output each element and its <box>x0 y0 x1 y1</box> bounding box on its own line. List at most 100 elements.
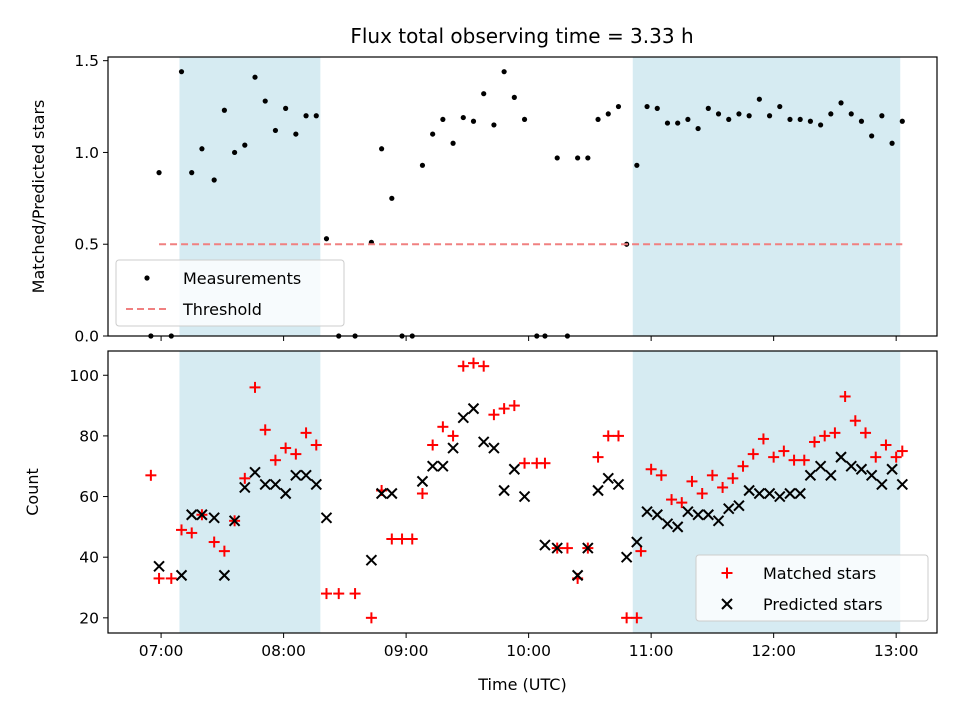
x-stroke <box>702 509 715 521</box>
measurement-point <box>189 170 195 176</box>
matched-star-point <box>249 381 261 393</box>
measurement-point <box>777 103 783 110</box>
top-y-axis-label: Matched/Predicted stars <box>29 100 48 294</box>
measurement-point <box>460 114 466 121</box>
measurement-point <box>379 146 385 152</box>
x-stroke <box>508 463 521 475</box>
x-tick-label: 10:00 <box>506 642 551 660</box>
x-stroke <box>602 472 614 485</box>
matched-star-point <box>612 430 624 442</box>
matched-star-point <box>333 588 345 600</box>
predicted-star-point <box>763 487 776 500</box>
matched-star-point <box>631 612 643 624</box>
matched-star-point <box>416 488 428 500</box>
x-stroke <box>692 509 704 521</box>
x-stroke <box>239 481 251 494</box>
y-tick-label: 20 <box>79 609 99 627</box>
x-stroke <box>620 551 633 563</box>
x-stroke <box>753 487 766 500</box>
predicted-star-point <box>186 509 198 521</box>
matched-star-point <box>757 433 769 445</box>
predicted-star-point <box>498 484 510 497</box>
x-stroke <box>631 536 643 548</box>
measurement-point <box>178 69 185 75</box>
matched-star-point <box>186 527 198 539</box>
matched-star-point <box>655 469 667 481</box>
legend-label: Measurements <box>183 269 301 288</box>
matched-star-point <box>406 533 418 545</box>
x-stroke <box>416 475 429 488</box>
measurement-point <box>715 111 722 117</box>
x-tick-label: 11:00 <box>629 642 674 660</box>
x-stroke <box>279 487 292 500</box>
bottom-legend: Matched stars Predicted stars <box>695 554 929 622</box>
x-stroke <box>845 460 857 472</box>
measurement-point <box>511 94 517 100</box>
matched-star-point <box>602 430 614 442</box>
matched-star-point <box>798 454 810 466</box>
matched-star-point <box>706 469 718 481</box>
x-stroke <box>835 451 847 463</box>
matched-star-point <box>498 403 510 415</box>
x-stroke <box>763 487 776 500</box>
x-stroke <box>269 478 282 491</box>
matched-star-point <box>645 463 657 475</box>
predicted-star-point <box>702 509 715 521</box>
measurement-point <box>634 162 640 168</box>
matched-star-point <box>727 472 739 484</box>
y-tick-label: 1.5 <box>74 52 99 70</box>
x-stroke <box>896 478 908 491</box>
predicted-star-point <box>651 509 663 521</box>
x-stroke <box>743 484 755 497</box>
predicted-star-point <box>825 469 837 482</box>
measurement-point <box>595 116 601 123</box>
x-stroke <box>498 484 510 497</box>
matched-star-point <box>519 457 531 469</box>
measurement-point <box>521 116 528 123</box>
matched-star-point <box>386 533 398 545</box>
predicted-star-point <box>592 484 604 497</box>
x-stroke <box>733 499 745 512</box>
measurement-point <box>199 146 205 152</box>
matched-star-point <box>592 451 604 463</box>
matched-star-point <box>488 409 500 421</box>
predicted-star-point <box>602 472 614 485</box>
matched-star-point <box>165 572 177 584</box>
top-axes-frame <box>107 56 938 337</box>
matched-star-point <box>788 454 800 466</box>
predicted-star-point <box>855 463 868 475</box>
measurement-point <box>283 105 289 111</box>
y-tick-label: 1.0 <box>74 144 99 162</box>
predicted-star-point <box>743 484 755 497</box>
predicted-star-point <box>876 478 888 491</box>
predicted-star-point <box>835 451 847 463</box>
x-stroke <box>551 542 563 554</box>
x-tick-label: 09:00 <box>384 642 429 660</box>
matched-star-point <box>437 421 449 433</box>
measurement-point <box>879 113 885 119</box>
legend-label: Matched stars <box>763 564 876 583</box>
predicted-star-point <box>712 515 725 527</box>
predicted-star-point <box>865 469 878 482</box>
matched-star-point <box>396 533 408 545</box>
measurement-point <box>899 118 905 124</box>
measurement-point <box>858 118 865 124</box>
x-stroke <box>612 478 625 491</box>
bottom-y-ticks: 20 40 60 80 100 <box>69 367 108 627</box>
x-stroke <box>290 469 302 482</box>
measurement-point <box>293 131 299 137</box>
bottom-x-ticks: 07:00 08:00 09:00 10:00 11:00 12:00 13:00 <box>139 633 918 660</box>
measurement-point <box>736 111 742 117</box>
x-stroke <box>886 463 898 475</box>
figure-title: Flux total observing time = 3.33 h <box>350 24 693 48</box>
matched-star-point <box>145 469 157 481</box>
predicted-star-point <box>175 569 188 582</box>
predicted-star-point <box>196 509 208 521</box>
matched-star-point <box>819 430 831 442</box>
measurement-point <box>685 116 691 123</box>
x-stroke <box>153 560 165 572</box>
matched-star-point <box>676 497 688 509</box>
x-stroke <box>784 487 796 500</box>
measurement-point <box>252 74 258 80</box>
matched-star-point <box>176 524 188 536</box>
